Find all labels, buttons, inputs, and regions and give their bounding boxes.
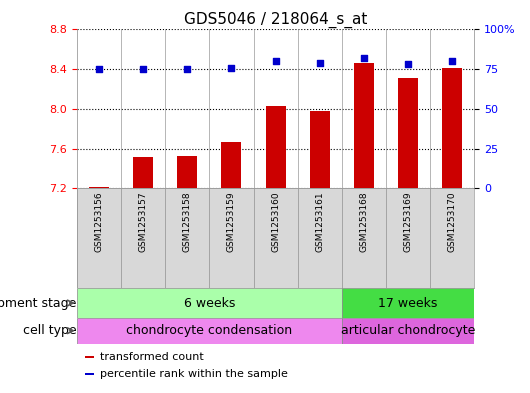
Text: percentile rank within the sample: percentile rank within the sample xyxy=(100,369,287,379)
Text: cell type: cell type xyxy=(23,324,77,337)
Bar xyxy=(430,188,474,288)
Text: GSM1253156: GSM1253156 xyxy=(94,191,103,252)
Bar xyxy=(165,188,209,288)
Bar xyxy=(386,188,430,288)
Text: articular chondrocyte: articular chondrocyte xyxy=(341,324,475,337)
Point xyxy=(95,66,103,72)
Bar xyxy=(209,188,253,288)
Bar xyxy=(253,188,298,288)
Text: GSM1253158: GSM1253158 xyxy=(183,191,192,252)
Point xyxy=(404,61,412,68)
Bar xyxy=(77,188,121,288)
Text: GSM1253160: GSM1253160 xyxy=(271,191,280,252)
Bar xyxy=(398,78,418,188)
Bar xyxy=(85,356,93,358)
Point xyxy=(139,66,147,72)
Bar xyxy=(89,187,109,188)
Bar xyxy=(222,141,241,188)
Point xyxy=(183,66,191,72)
Point xyxy=(227,64,236,71)
Bar xyxy=(77,318,342,344)
Title: GDS5046 / 218064_s_at: GDS5046 / 218064_s_at xyxy=(184,12,367,28)
Text: GSM1253159: GSM1253159 xyxy=(227,191,236,252)
Bar xyxy=(342,188,386,288)
Text: 6 weeks: 6 weeks xyxy=(184,296,235,310)
Bar xyxy=(310,111,330,188)
Bar xyxy=(298,188,342,288)
Text: chondrocyte condensation: chondrocyte condensation xyxy=(126,324,293,337)
Bar xyxy=(342,318,474,344)
Bar xyxy=(266,106,286,188)
Bar xyxy=(85,373,93,375)
Text: GSM1253170: GSM1253170 xyxy=(448,191,457,252)
Point xyxy=(315,60,324,66)
Text: development stage: development stage xyxy=(0,296,77,310)
Text: GSM1253157: GSM1253157 xyxy=(139,191,147,252)
Bar xyxy=(342,288,474,318)
Point xyxy=(271,58,280,64)
Bar xyxy=(121,188,165,288)
Bar xyxy=(443,68,462,188)
Bar xyxy=(133,158,153,188)
Point xyxy=(448,58,456,64)
Text: GSM1253169: GSM1253169 xyxy=(404,191,412,252)
Text: GSM1253161: GSM1253161 xyxy=(315,191,324,252)
Bar xyxy=(354,63,374,188)
Text: GSM1253168: GSM1253168 xyxy=(359,191,368,252)
Bar xyxy=(178,156,197,188)
Text: transformed count: transformed count xyxy=(100,351,204,362)
Text: 17 weeks: 17 weeks xyxy=(378,296,438,310)
Bar xyxy=(77,288,342,318)
Point xyxy=(360,55,368,61)
